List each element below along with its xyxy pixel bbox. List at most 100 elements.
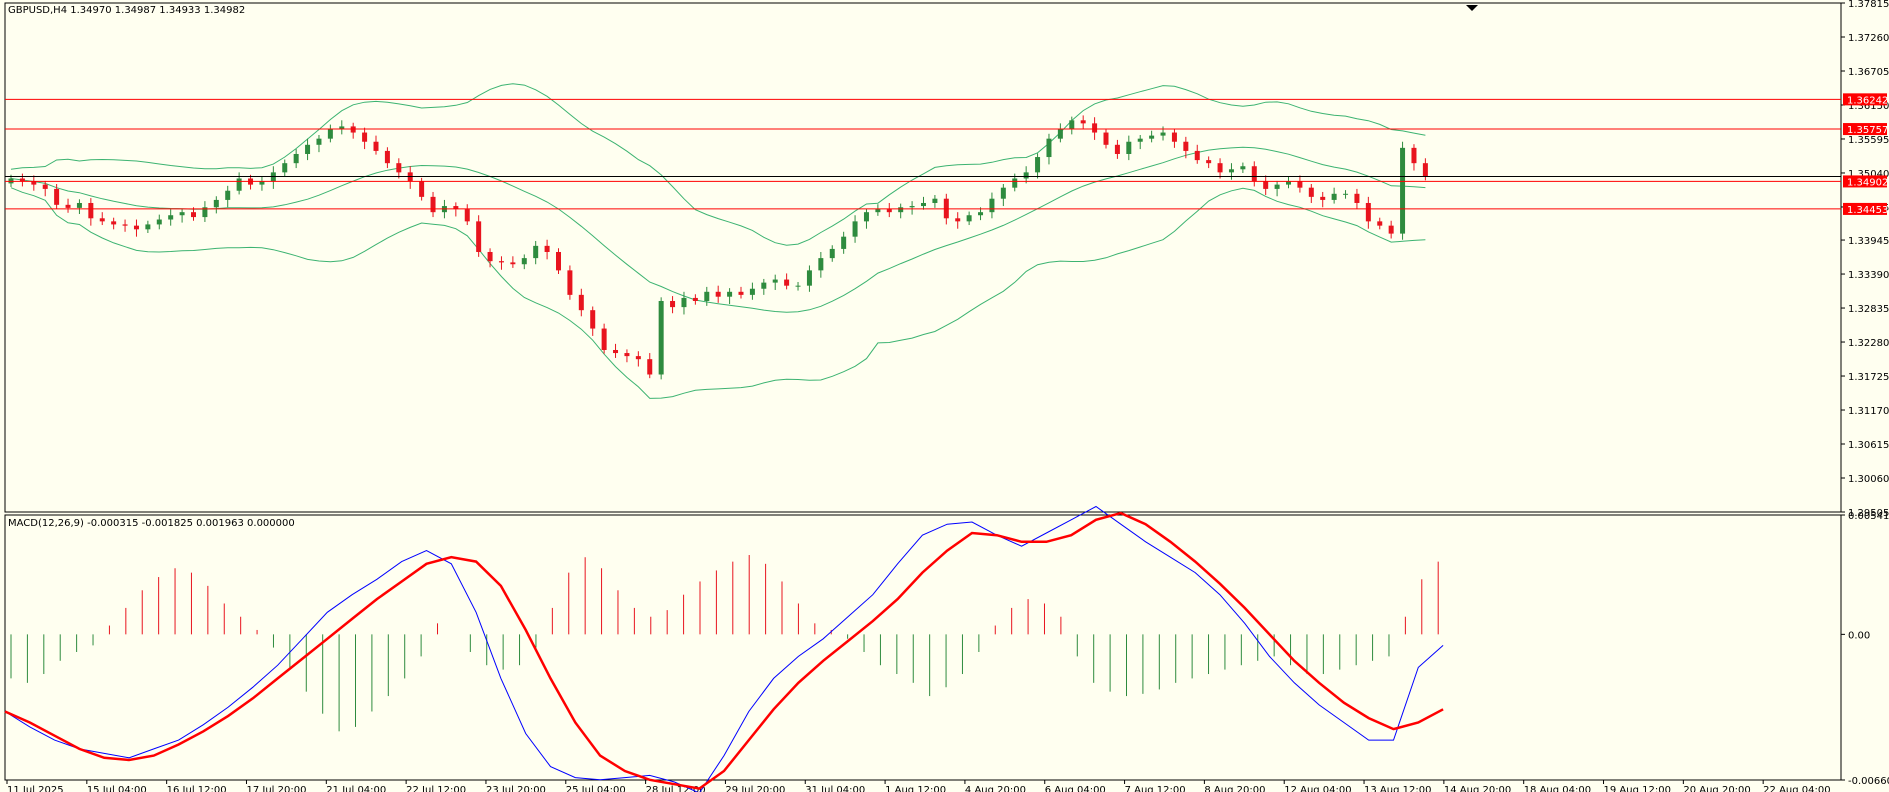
candle-body [761,282,767,289]
candle-body [1149,135,1155,139]
candle-body [1046,138,1052,158]
macd-axis-label: 0.005416 [1848,511,1889,522]
candle-body [339,126,345,130]
candle-body [1286,181,1291,185]
time-axis-label: 1 Aug 12:00 [885,785,946,792]
candle-body [1377,221,1383,226]
price-marker-label: 1.35757 [1847,125,1888,136]
candle-body [829,248,835,259]
price-axis-label: 1.32835 [1848,304,1889,315]
candle-body [31,181,37,185]
candle-body [259,181,265,185]
candle-body [772,279,778,283]
candle-body [476,221,482,252]
candle-body [556,251,561,271]
candle-body [1365,202,1371,222]
candle-body [1023,172,1029,179]
price-marker-label: 1.34453 [1847,205,1888,216]
price-axis-label: 1.36150 [1848,101,1889,112]
candle-body [236,178,242,191]
candle-body [1069,120,1075,130]
price-axis-label: 1.31170 [1848,406,1889,417]
macd-axis-label: 0.00 [1848,630,1870,641]
candle-body [453,206,459,210]
candle-body [521,258,527,265]
candle-body [1251,166,1257,182]
price-axis-label: 1.37815 [1848,0,1889,10]
time-axis-label: 12 Aug 04:00 [1284,785,1351,792]
candle-body [510,262,516,265]
candle-body [681,297,687,308]
price-axis-label: 1.30060 [1848,474,1889,485]
candle-body [704,291,710,301]
candle-body [1035,157,1041,173]
candle-body [692,297,698,301]
candle-body [88,202,94,219]
price-marker-box [1843,175,1887,188]
time-axis-label: 19 Aug 12:00 [1604,785,1671,792]
price-axis-label: 1.31725 [1848,372,1889,383]
candle-body [749,288,755,295]
time-axis-label: 28 Jul 12:00 [646,785,706,792]
macd-panel-frame [4,514,1842,781]
candle-body [1171,132,1177,142]
price-axis-label: 1.37260 [1848,33,1889,44]
band-mid-line [10,146,1426,313]
candle-body [487,251,493,262]
candle-body [111,221,117,225]
candle-body [1297,181,1303,188]
candle-body [624,353,630,357]
candle-body [213,199,219,208]
candle-body [635,356,641,360]
candle-body [875,209,881,213]
candle-body [1411,147,1417,164]
candle-body [784,279,790,286]
candle-body [795,285,801,287]
candle-body [1308,187,1314,197]
candle-body [978,212,984,216]
candle-body [613,349,619,354]
candle-body [1103,132,1109,145]
price-marker-box [1843,93,1887,106]
candle-body [727,291,733,297]
candle-body [544,245,550,252]
time-axis-label: 4 Aug 20:00 [965,785,1026,792]
candle-body [1057,129,1063,139]
candle-body [133,225,139,230]
candle-body [932,198,938,203]
time-axis-label: 17 Jul 20:00 [246,785,306,792]
candle-body [168,215,174,220]
candle-body [863,212,869,222]
candle-body [1160,132,1166,136]
price-marker-label: 1.36242 [1847,95,1888,106]
candle-body [19,178,25,182]
time-axis-label: 8 Aug 20:00 [1204,785,1265,792]
candle-body [1331,193,1337,200]
time-axis-label: 21 Jul 04:00 [326,785,386,792]
time-axis-label: 15 Jul 04:00 [87,785,147,792]
time-axis-label: 11 Jul 2025 [7,785,64,792]
candle-body [1194,150,1200,161]
band-dn-line [10,187,1426,399]
candle-body [578,294,584,311]
candle-body [202,207,208,218]
candle-body [1343,193,1349,195]
signal-line [4,511,1444,790]
time-axis-label: 6 Aug 04:00 [1045,785,1106,792]
candle-body [898,207,904,213]
price-axis-label: 1.32280 [1848,338,1889,349]
candle-body [1126,141,1132,154]
price-axis-label: 1.35040 [1848,169,1889,180]
candle-body [1400,147,1406,234]
candle-body [1137,138,1143,142]
candle-body [316,138,322,145]
candle-body [886,209,892,213]
price-axis-label: 1.29505 [1848,508,1889,519]
candle-body [384,150,390,164]
candle-body [955,218,961,222]
candle-body [601,328,607,350]
macd-title: MACD(12,26,9) -0.000315 -0.001825 0.0019… [8,518,295,529]
candle-body [966,215,972,222]
